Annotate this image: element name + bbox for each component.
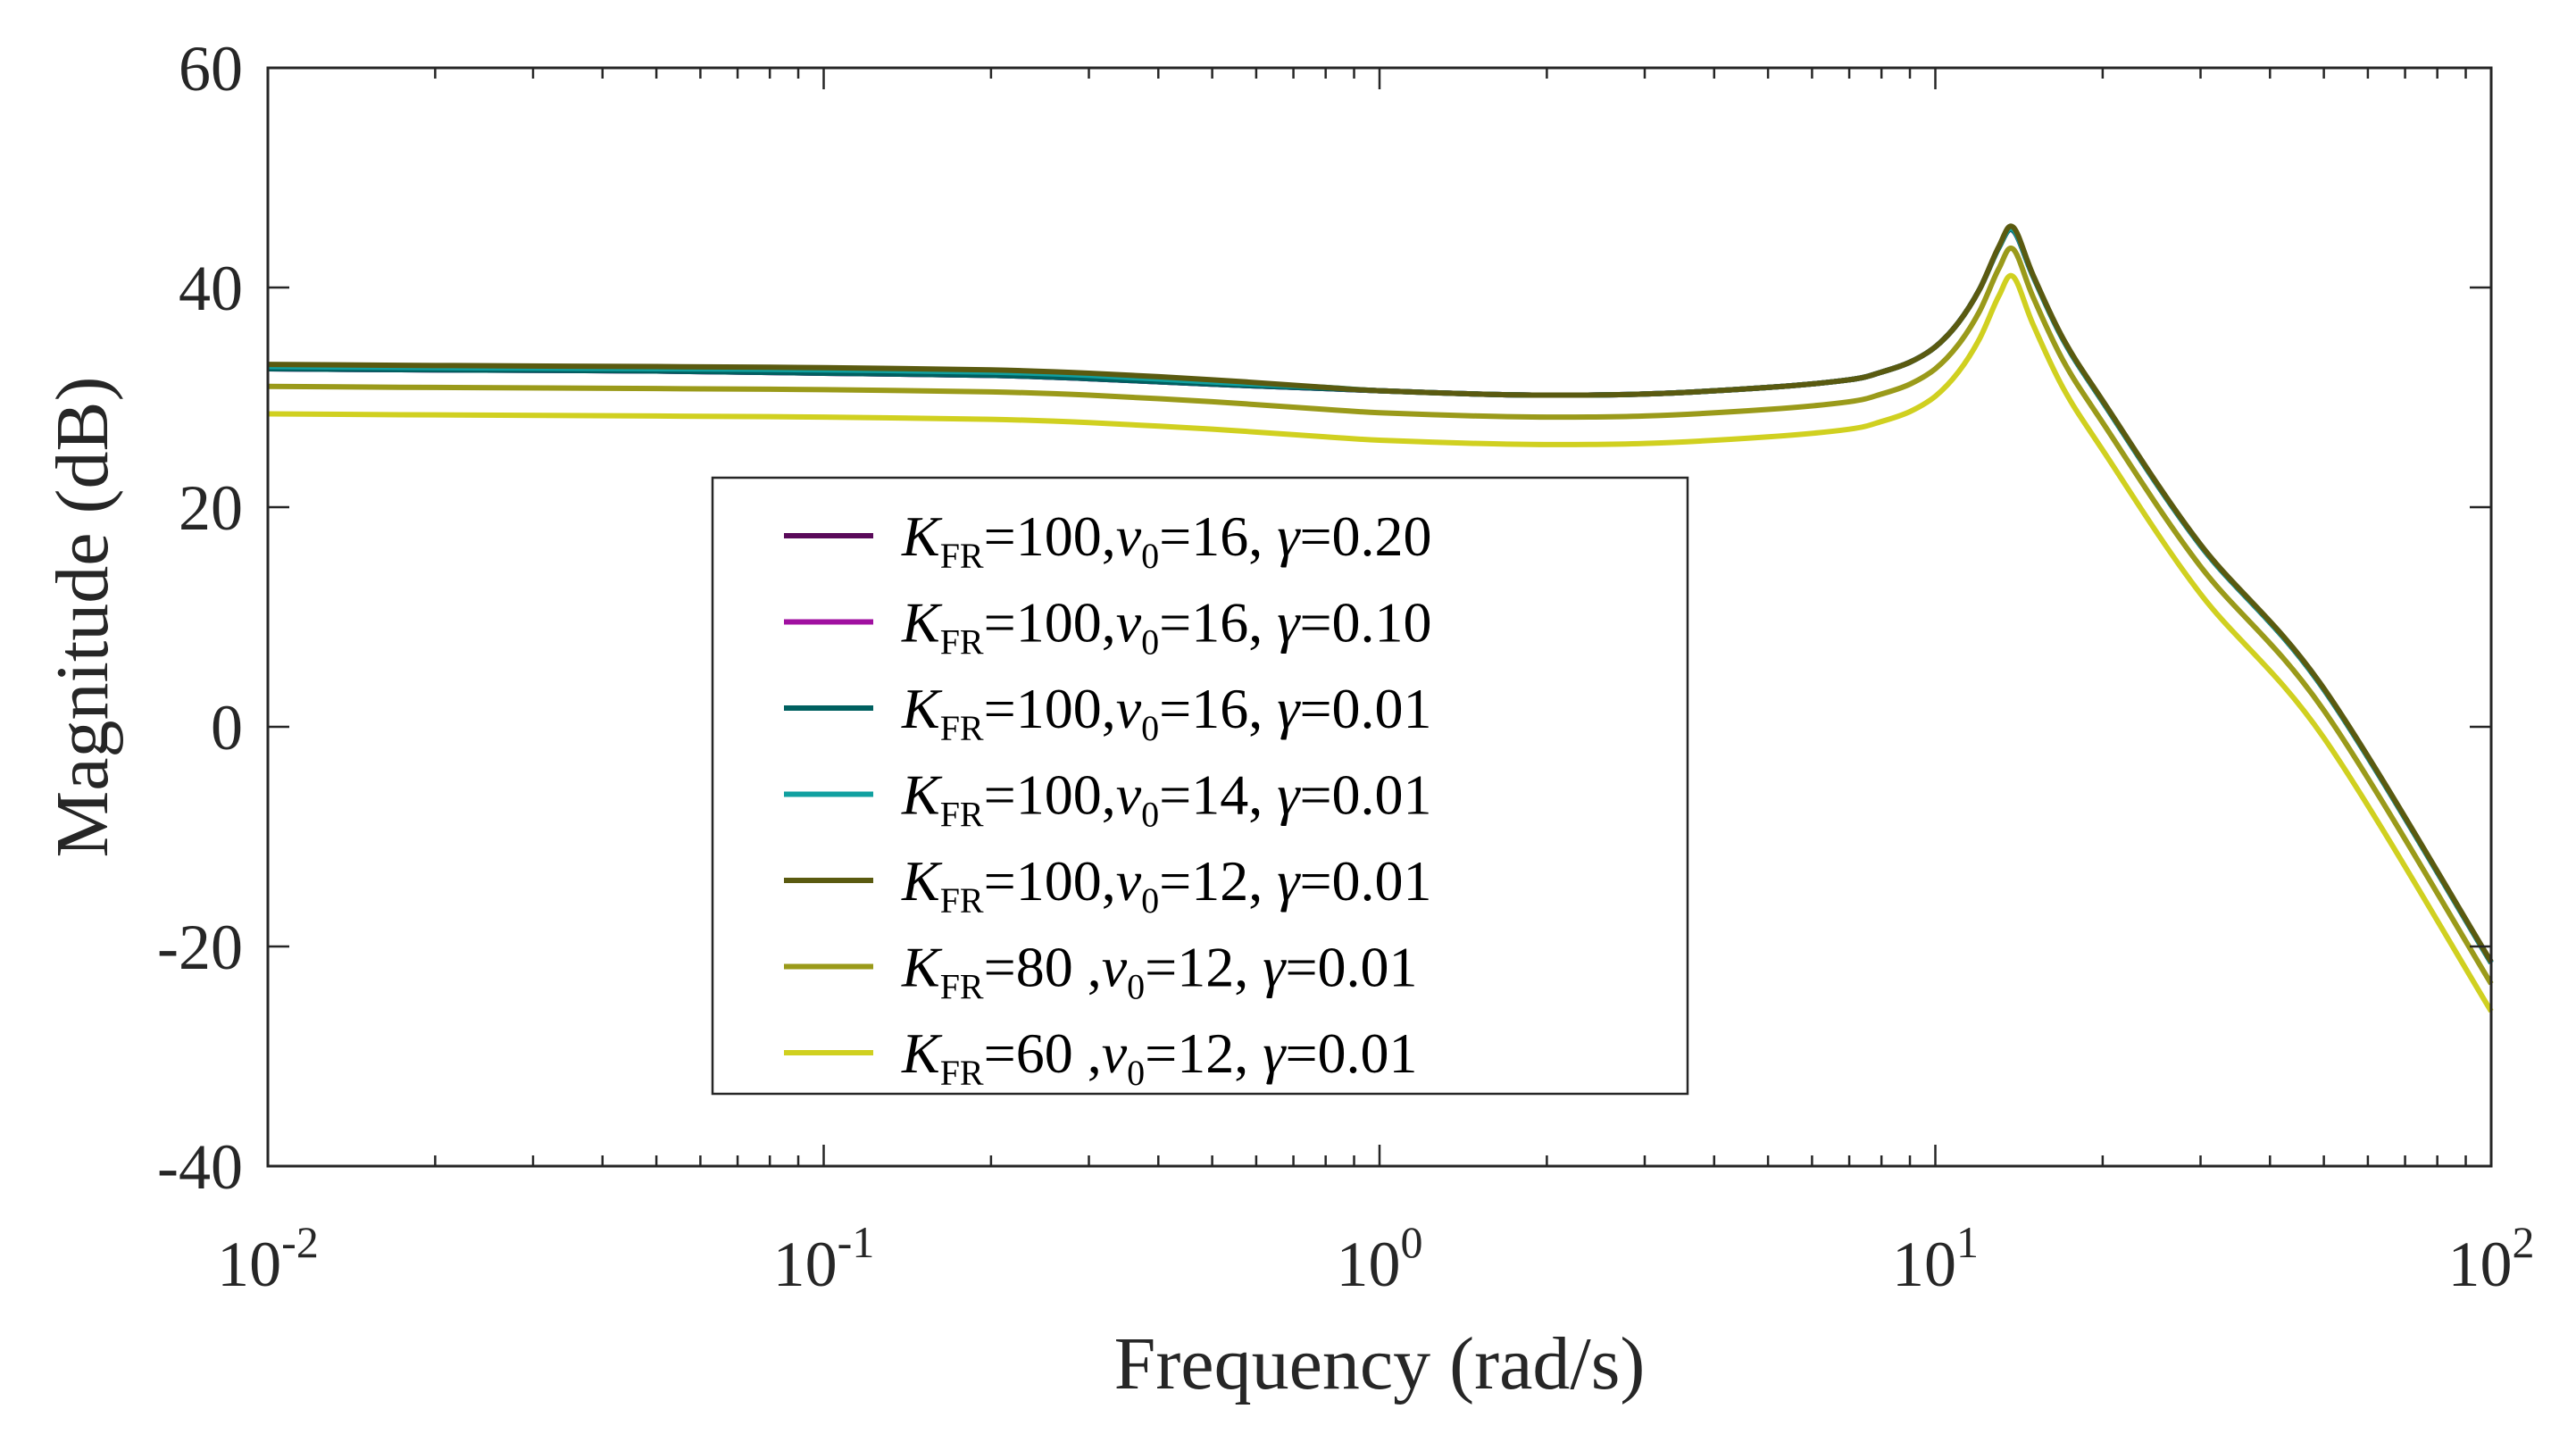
legend-label-7: KFR=60 ,v0=12, γ=0.01 — [901, 1021, 1418, 1093]
y-axis-label: Magnitude (dB) — [41, 377, 124, 858]
legend-label-4: KFR=100,v0=14, γ=0.01 — [901, 763, 1432, 835]
series-layer — [267, 223, 2494, 1013]
x-tick-labels: 10-2 10-1 100 101 102 — [217, 1217, 2534, 1300]
y-tick-label: 40 — [179, 253, 243, 324]
legend-box — [711, 476, 1689, 1096]
plot-frame — [266, 66, 2493, 1168]
legend-label-2: KFR=100,v0=16, γ=0.10 — [901, 591, 1432, 663]
series-line-7 — [267, 272, 2494, 1013]
legend-label-3: KFR=100,v0=16, γ=0.01 — [901, 677, 1432, 748]
y-tick-label: -40 — [157, 1131, 243, 1203]
x-tick-label: 101 — [1892, 1217, 1979, 1300]
x-axis-label: Frequency (rad/s) — [1114, 1322, 1646, 1405]
x-tick-label: 100 — [1337, 1217, 1423, 1300]
series-line-5 — [267, 223, 2494, 963]
legend-label-6: KFR=80 ,v0=12, γ=0.01 — [901, 936, 1418, 1007]
x-tick-label: 102 — [2448, 1217, 2535, 1300]
y-tick-label: -20 — [157, 912, 243, 983]
x-tick-label: 10-1 — [773, 1217, 875, 1300]
y-tick-label: 0 — [211, 692, 243, 763]
y-tick-label: 60 — [179, 33, 243, 104]
x-tick-label: 10-2 — [217, 1217, 319, 1300]
y-tick-label: 20 — [179, 472, 243, 544]
y-tick-labels: 60 40 20 0 -20 -40 — [157, 33, 243, 1203]
series-line-6 — [267, 245, 2494, 986]
legend-label-5: KFR=100,v0=12, γ=0.01 — [901, 849, 1432, 921]
legend-label-1: KFR=100,v0=16, γ=0.20 — [901, 504, 1432, 576]
legend: KFR=100,v0=16, γ=0.20 KFR=100,v0=16, γ=0.… — [711, 476, 1689, 1096]
